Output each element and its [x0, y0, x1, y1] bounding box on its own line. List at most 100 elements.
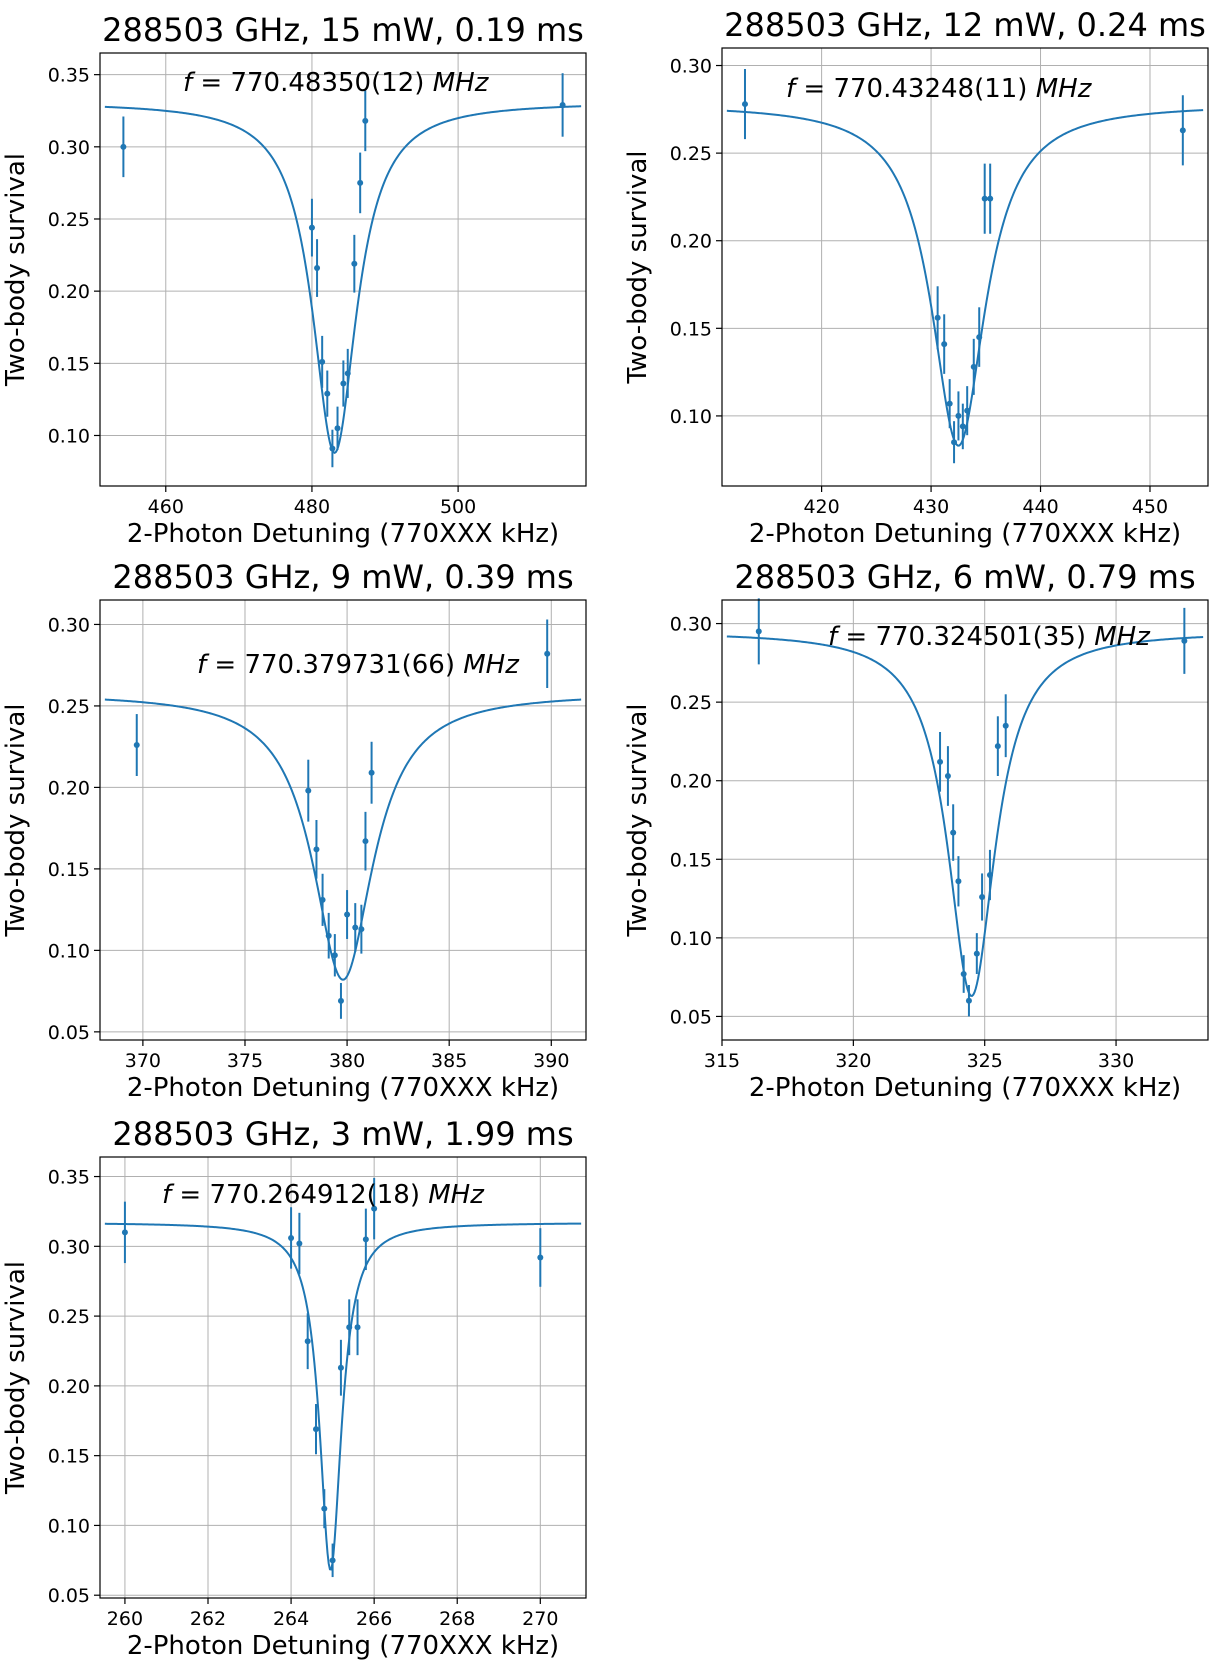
- data-point: [965, 985, 972, 1017]
- y-tick-label: 0.25: [48, 1306, 90, 1328]
- data-point: [955, 391, 962, 441]
- data-point: [987, 163, 994, 234]
- x-tick-label: 330: [1098, 1050, 1134, 1072]
- data-marker: [964, 407, 971, 414]
- x-tick-label: 260: [107, 1608, 143, 1630]
- annotation-unit: MHz: [428, 1180, 485, 1210]
- y-tick-label: 0.30: [48, 137, 90, 159]
- data-marker: [946, 400, 953, 407]
- x-tick-label: 390: [533, 1050, 569, 1072]
- y-tick-label: 0.10: [48, 1515, 90, 1537]
- y-tick-label: 0.10: [670, 928, 712, 950]
- fit-curve: [104, 698, 582, 981]
- data-marker: [329, 445, 336, 452]
- x-axis-label: 2-Photon Detuning (770XXX kHz): [127, 1073, 559, 1103]
- y-tick-label: 0.05: [48, 1022, 90, 1044]
- data-marker: [1179, 127, 1186, 134]
- data-point: [976, 307, 983, 367]
- data-marker: [544, 650, 551, 657]
- x-axis-label: 2-Photon Detuning (770XXX kHz): [749, 519, 1181, 549]
- x-tick-label: 420: [803, 496, 839, 518]
- y-tick-label: 0.25: [48, 696, 90, 718]
- y-tick-label: 0.30: [670, 614, 712, 636]
- y-tick-label: 0.20: [48, 1376, 90, 1398]
- fit-frequency-annotation: f = 770.48350(12) MHz: [183, 68, 490, 98]
- y-tick-label: 0.20: [670, 771, 712, 793]
- y-tick-label: 0.20: [48, 281, 90, 303]
- data-marker: [951, 439, 958, 446]
- data-point: [351, 234, 358, 293]
- x-tick-label: 460: [148, 496, 184, 518]
- data-marker: [337, 1364, 344, 1371]
- fit-frequency-annotation: f = 770.324501(35) MHz: [828, 622, 1151, 652]
- fit-curve: [104, 105, 582, 454]
- y-tick-label: 0.35: [48, 65, 90, 87]
- y-tick-label: 0.15: [48, 353, 90, 375]
- data-marker: [970, 363, 977, 370]
- data-point: [946, 379, 953, 429]
- data-point: [337, 982, 344, 1019]
- data-point: [951, 421, 958, 464]
- chart-title: 288503 GHz, 12 mW, 0.24 ms: [724, 6, 1206, 44]
- data-point: [121, 1201, 128, 1264]
- y-axis-label: Two-body survival: [623, 703, 653, 937]
- data-point: [329, 429, 336, 468]
- data-point: [346, 1299, 353, 1356]
- y-tick-label: 0.10: [670, 406, 712, 428]
- data-point: [755, 598, 762, 665]
- data-marker: [120, 143, 127, 150]
- data-marker: [351, 260, 358, 267]
- data-marker: [755, 628, 762, 635]
- subplot-1: 460 480 500 0.10 0.15 0.20 0.25 0.30 0.35 288503 …: [1, 11, 587, 549]
- annotation-value: = 770.324501(35): [837, 622, 1094, 652]
- data-point: [960, 955, 967, 993]
- data-point: [133, 714, 140, 776]
- data-marker: [304, 1338, 311, 1345]
- data-point: [296, 1212, 303, 1275]
- fit-frequency-annotation: f = 770.43248(11) MHz: [786, 74, 1093, 104]
- x-tick-label: 385: [431, 1050, 467, 1072]
- data-point: [288, 1207, 295, 1269]
- plot-frame: [99, 1156, 587, 1599]
- data-marker: [362, 117, 369, 124]
- data-marker: [296, 1240, 303, 1247]
- y-tick-label: 0.15: [48, 1446, 90, 1468]
- data-point: [1181, 607, 1188, 674]
- data-marker: [288, 1234, 295, 1241]
- chart-title: 288503 GHz, 6 mW, 0.79 ms: [734, 558, 1195, 596]
- data-point: [319, 873, 326, 926]
- data-point: [354, 1299, 361, 1356]
- data-point: [304, 1313, 311, 1370]
- data-marker: [358, 926, 365, 933]
- data-point: [334, 406, 341, 450]
- data-point: [955, 856, 962, 907]
- data-point: [313, 1404, 319, 1455]
- y-tick-label: 0.30: [48, 614, 90, 636]
- y-tick-label: 0.10: [48, 940, 90, 962]
- data-marker: [308, 224, 315, 231]
- subplot-4: 315 320 325 330 0.05 0.10 0.15 0.20 0.25 0.30 2885…: [623, 558, 1209, 1103]
- data-marker: [937, 758, 944, 765]
- x-tick-label: 440: [1022, 496, 1058, 518]
- x-axis-label: 2-Photon Detuning (770XXX kHz): [749, 1073, 1181, 1103]
- x-tick-label: 264: [273, 1608, 309, 1630]
- data-marker: [346, 1324, 353, 1331]
- chart-title: 288503 GHz, 9 mW, 0.39 ms: [112, 558, 573, 596]
- data-point: [313, 820, 320, 879]
- y-tick-label: 0.25: [48, 209, 90, 231]
- data-point: [358, 904, 365, 954]
- data-point: [120, 116, 127, 178]
- data-marker: [340, 380, 347, 387]
- data-marker: [944, 773, 951, 779]
- data-point: [934, 286, 941, 350]
- y-tick-label: 0.05: [48, 1585, 90, 1607]
- plot-frame: [99, 599, 587, 1041]
- data-marker: [960, 971, 967, 977]
- data-marker: [959, 423, 966, 430]
- data-marker: [313, 1426, 319, 1433]
- fit-curve: [104, 1222, 582, 1571]
- data-marker: [319, 358, 326, 365]
- data-point: [970, 338, 977, 395]
- x-axis-label: 2-Photon Detuning (770XXX kHz): [127, 1631, 559, 1661]
- x-tick-label: 320: [835, 1050, 871, 1072]
